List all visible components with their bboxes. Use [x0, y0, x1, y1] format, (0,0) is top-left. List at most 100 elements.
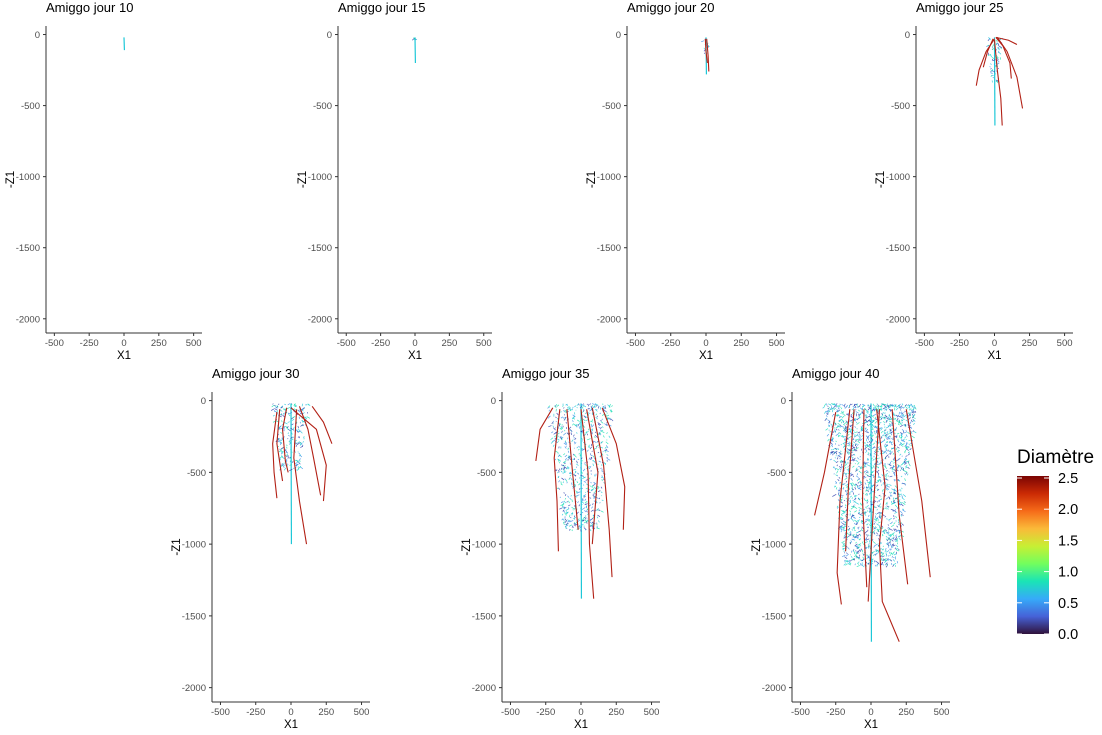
lateral-root	[841, 403, 845, 407]
lateral-root	[870, 434, 874, 437]
lateral-root	[905, 465, 908, 468]
lateral-root	[877, 407, 880, 410]
lateral-root	[995, 39, 998, 42]
lateral-root	[861, 564, 863, 566]
lateral-root	[876, 484, 879, 487]
lateral-root	[842, 495, 844, 497]
lateral-root	[881, 403, 884, 406]
lateral-root	[600, 491, 603, 494]
lateral-root	[887, 526, 890, 529]
main-root	[535, 407, 554, 461]
lateral-root	[875, 405, 879, 408]
lateral-root	[565, 442, 567, 445]
lateral-root	[896, 525, 899, 528]
lateral-root	[901, 403, 904, 406]
lateral-root	[559, 468, 561, 471]
lateral-root	[858, 526, 860, 528]
lateral-root	[841, 512, 846, 515]
lateral-root	[601, 464, 603, 467]
lateral-root	[990, 74, 992, 77]
lateral-root	[891, 468, 895, 471]
lateral-root	[874, 496, 877, 498]
lateral-root	[870, 504, 873, 507]
y-tick-label: -500	[313, 101, 332, 112]
lateral-root	[867, 459, 869, 461]
lateral-root	[849, 559, 852, 562]
lateral-root	[413, 37, 417, 41]
lateral-root	[295, 429, 298, 431]
lateral-root	[593, 436, 596, 438]
lateral-root	[870, 562, 873, 566]
lateral-root	[564, 409, 567, 412]
lateral-root	[849, 420, 851, 422]
lateral-root	[286, 455, 289, 457]
lateral-root	[557, 471, 559, 474]
lateral-root	[857, 461, 860, 465]
lateral-root	[863, 472, 865, 474]
lateral-root	[590, 423, 593, 426]
lateral-root	[871, 446, 876, 449]
lateral-root	[583, 421, 585, 423]
lateral-root	[881, 527, 884, 530]
lateral-root	[281, 451, 283, 455]
lateral-root	[603, 405, 605, 409]
lateral-root	[873, 518, 878, 522]
lateral-root	[909, 421, 912, 424]
lateral-root	[894, 407, 896, 411]
lateral-root	[831, 444, 834, 448]
lateral-root	[572, 423, 576, 426]
lateral-root	[873, 554, 875, 556]
lateral-root	[855, 449, 858, 452]
lateral-root	[859, 433, 861, 437]
lateral-root	[836, 457, 839, 460]
lateral-root	[557, 454, 561, 458]
lateral-root	[857, 409, 861, 412]
lateral-root	[568, 471, 572, 474]
lateral-root	[287, 421, 290, 423]
lateral-root	[599, 412, 602, 415]
lateral-root	[561, 477, 565, 481]
lateral-root	[893, 479, 895, 482]
panel-title: Amiggo jour 20	[627, 0, 714, 15]
lateral-root	[597, 490, 601, 493]
lateral-root	[581, 403, 583, 406]
lateral-root	[893, 461, 895, 464]
x-axis-label: X1	[284, 719, 298, 731]
lateral-root	[558, 469, 560, 473]
lateral-root	[595, 446, 598, 448]
lateral-root	[838, 418, 843, 422]
lateral-root	[846, 404, 848, 408]
y-tick-label: 0	[905, 30, 910, 41]
lateral-root	[994, 73, 997, 75]
lateral-root	[898, 457, 901, 460]
panel-title: Amiggo jour 10	[46, 0, 133, 15]
lateral-root	[851, 484, 854, 486]
lateral-root	[892, 452, 895, 455]
lateral-root	[600, 467, 602, 469]
lateral-root	[881, 403, 886, 406]
lateral-root	[567, 520, 571, 523]
lateral-root	[900, 409, 902, 411]
lateral-root	[871, 436, 874, 438]
lateral-root	[990, 72, 993, 74]
lateral-root	[573, 524, 577, 527]
lateral-root	[853, 506, 858, 510]
lateral-root	[854, 517, 856, 520]
lateral-root	[851, 486, 853, 489]
lateral-root	[859, 481, 862, 485]
lateral-root	[876, 460, 879, 463]
lateral-root	[589, 528, 592, 532]
lateral-root	[878, 500, 880, 503]
lateral-root	[850, 540, 853, 543]
lateral-root	[844, 472, 847, 476]
lateral-root	[854, 463, 856, 465]
lateral-root	[889, 523, 891, 525]
lateral-root	[872, 465, 875, 468]
y-axis-label: -Z1	[586, 171, 598, 188]
lateral-root	[914, 417, 916, 420]
lateral-root	[288, 414, 291, 417]
lateral-root	[847, 433, 850, 436]
lateral-root	[833, 429, 836, 432]
panel-title: Amiggo jour 15	[338, 0, 425, 15]
lateral-root	[896, 450, 900, 453]
